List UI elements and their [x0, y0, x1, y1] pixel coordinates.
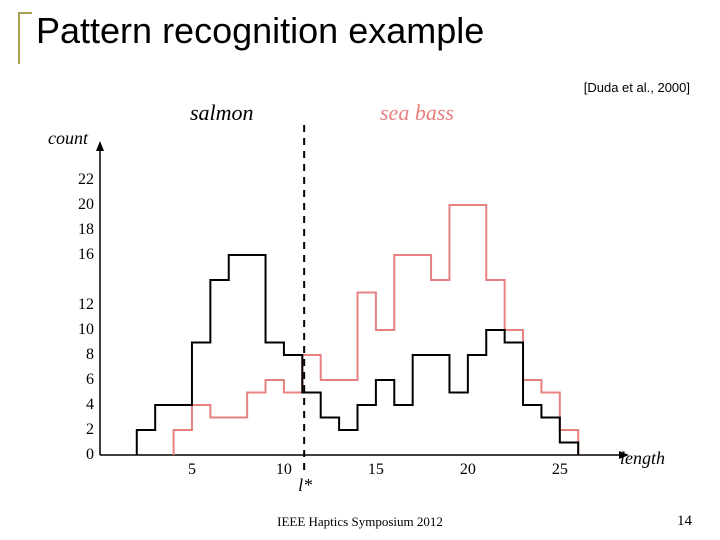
- citation: [Duda et al., 2000]: [584, 80, 690, 95]
- y-axis-label: count: [48, 128, 88, 149]
- legend-salmon: salmon: [190, 100, 254, 126]
- legend-seabass: sea bass: [380, 100, 454, 126]
- y-tick: 18: [64, 221, 94, 239]
- slide: Pattern recognition example [Duda et al.…: [0, 0, 720, 540]
- y-tick: 4: [64, 396, 94, 414]
- y-tick: 22: [64, 171, 94, 189]
- y-tick: 12: [64, 296, 94, 314]
- x-tick: 25: [540, 461, 580, 479]
- x-axis-label: length: [620, 448, 665, 469]
- x-tick: 20: [448, 461, 488, 479]
- y-tick: 20: [64, 196, 94, 214]
- corner-accent: [18, 12, 32, 64]
- y-tick: 2: [64, 421, 94, 439]
- histogram-chart: salmon sea bass count length l* 02468101…: [60, 100, 670, 490]
- y-tick: 6: [64, 371, 94, 389]
- footer-text: IEEE Haptics Symposium 2012: [0, 514, 720, 530]
- page-number: 14: [677, 513, 692, 530]
- plot-svg: [60, 100, 670, 490]
- y-tick: 0: [64, 446, 94, 464]
- slide-title: Pattern recognition example: [36, 10, 484, 52]
- x-tick: 10: [264, 461, 304, 479]
- y-tick: 16: [64, 246, 94, 264]
- x-tick: 15: [356, 461, 396, 479]
- x-tick: 5: [172, 461, 212, 479]
- y-tick: 8: [64, 346, 94, 364]
- y-tick: 10: [64, 321, 94, 339]
